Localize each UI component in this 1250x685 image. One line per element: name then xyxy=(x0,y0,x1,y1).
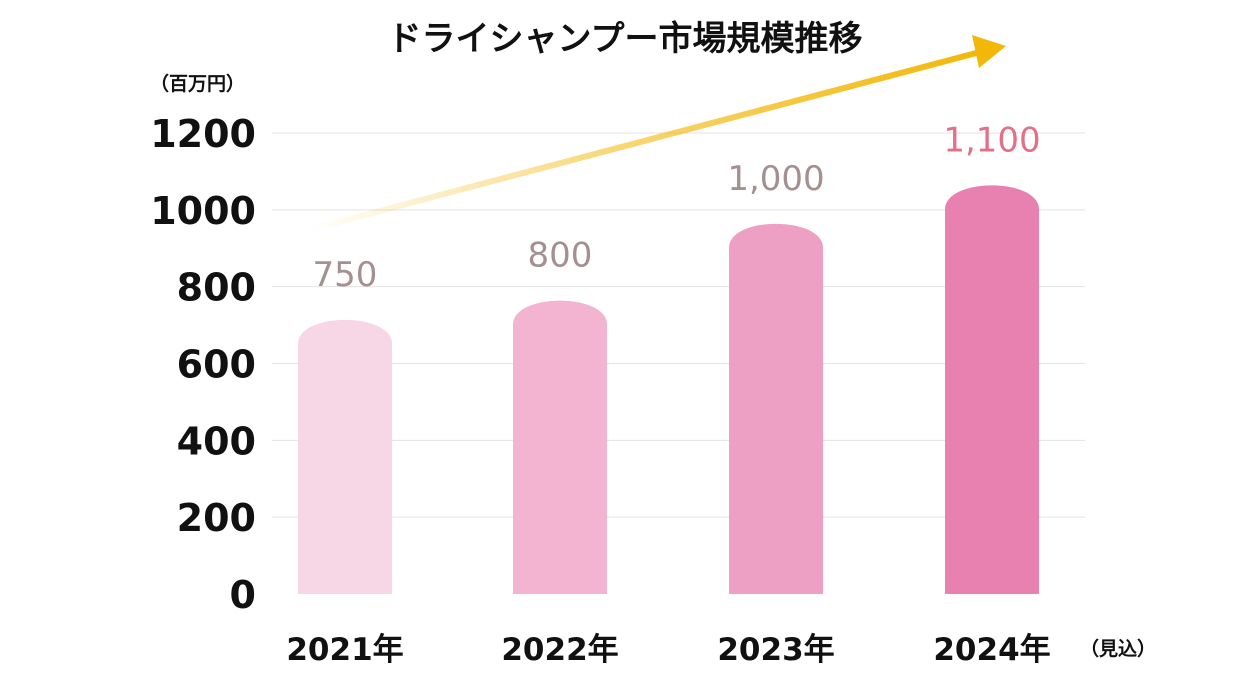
y-axis-unit-label: （百万円） xyxy=(150,72,245,95)
chart-title: ドライシャンプー市場規模推移 xyxy=(388,19,863,59)
trend-arrow xyxy=(305,35,1006,233)
data-label: 1,100 xyxy=(943,120,1040,160)
bars xyxy=(298,185,1039,595)
x-tick-label: 2021年 xyxy=(286,632,403,668)
y-tick-label: 200 xyxy=(177,496,256,540)
y-tick-label: 800 xyxy=(177,266,256,310)
y-tick-label: 1000 xyxy=(150,189,256,233)
y-tick-label: 600 xyxy=(177,343,256,387)
bar-2022 xyxy=(513,300,607,594)
y-tick-label: 0 xyxy=(230,573,256,617)
bar-2021 xyxy=(298,319,392,594)
data-label: 750 xyxy=(313,255,378,295)
bar-2023 xyxy=(729,223,823,595)
bar-2024 xyxy=(945,185,1039,594)
y-axis: 0 200 400 600 800 1000 1200 xyxy=(150,112,256,617)
x-axis: 2021年 2022年 2023年 2024年 （見込） xyxy=(286,632,1156,668)
data-label: 800 xyxy=(528,236,593,276)
y-tick-label: 400 xyxy=(177,419,256,463)
trend-arrow-head xyxy=(972,35,1006,68)
x-tick-label: 2024年 xyxy=(933,632,1050,668)
trend-arrow-line xyxy=(305,49,983,233)
data-labels: 750 800 1,000 1,100 xyxy=(313,120,1041,294)
forecast-note: （見込） xyxy=(1080,637,1156,660)
x-tick-label: 2023年 xyxy=(717,632,834,668)
data-label: 1,000 xyxy=(727,159,824,199)
x-tick-label: 2022年 xyxy=(501,632,618,668)
y-tick-label: 1200 xyxy=(150,112,256,156)
